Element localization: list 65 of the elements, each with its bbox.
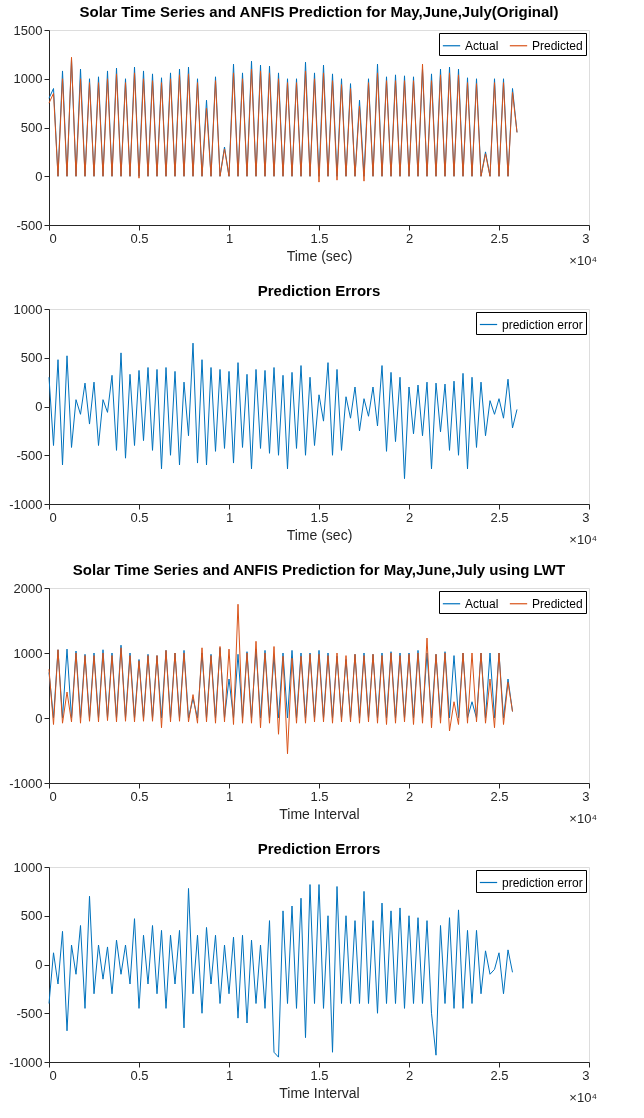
x-tick-label: 0.5	[130, 230, 149, 246]
x-tick-label: 2	[405, 230, 414, 246]
x-tick-label: 0	[49, 788, 57, 804]
x-tick-label: 0.5	[130, 509, 149, 525]
x-tick-label: 0	[49, 1067, 57, 1083]
legend-label: Predicted	[532, 596, 583, 611]
text: ×10⁴	[569, 1090, 597, 1105]
y-tick-label: 500	[20, 120, 43, 135]
x-tick-label: 3	[582, 509, 590, 525]
x-tick-label: 0.5	[130, 788, 149, 804]
y-tick-label: -500	[16, 1005, 43, 1021]
y-tick-label: 0	[35, 710, 43, 726]
text: ×10⁴	[569, 532, 597, 547]
x-tick-label: 1	[225, 509, 234, 525]
text: ×10⁴	[569, 253, 597, 268]
text: ×10⁴	[569, 811, 597, 826]
x-axis-title: Time Interval	[279, 1084, 360, 1101]
y-tick-label: 500	[20, 908, 43, 924]
y-tick-label: 500	[20, 350, 43, 366]
y-tick-label: 0	[35, 168, 43, 184]
y-tick-label: 0	[35, 399, 43, 414]
legend-label: prediction error	[502, 875, 583, 890]
chart-title: Solar Time Series and ANFIS Prediction for May,June,July(Original)	[79, 3, 559, 20]
legend-label: Actual	[465, 38, 499, 53]
y-tick-label: 1000	[13, 859, 43, 875]
x-tick-label: 3	[582, 1067, 590, 1083]
x-tick-label: 0	[49, 509, 57, 525]
x-tick-label: 3	[582, 788, 590, 804]
y-tick-label: 2000	[13, 580, 43, 596]
x-tick-label: 1.5	[310, 230, 329, 246]
y-tick-label: 1000	[13, 645, 43, 661]
x-tick-label: 0.5	[130, 1067, 149, 1083]
x-axis-title: Time Interval	[279, 805, 360, 822]
x-axis-title: Time (sec)	[286, 247, 353, 264]
chart-title: Prediction Errors	[257, 840, 381, 857]
x-tick-label: 1	[225, 1067, 234, 1083]
legend-label: Predicted	[532, 38, 583, 53]
y-tick-label: -500	[16, 447, 43, 463]
x-tick-label: 1.5	[310, 788, 329, 804]
x-tick-label: 1.5	[310, 1067, 329, 1083]
y-tick-label: 0	[35, 957, 43, 972]
x-tick-label: 3	[582, 230, 590, 246]
x-tick-label: 2	[405, 509, 414, 525]
x-tick-label: 2	[405, 788, 414, 804]
legend-label: prediction error	[502, 317, 583, 332]
y-tick-label: -1000	[9, 1054, 43, 1070]
y-tick-label: -500	[16, 217, 43, 233]
y-tick-label: -1000	[9, 496, 43, 512]
x-tick-label: 1	[225, 788, 234, 804]
legend-label: Actual	[465, 596, 499, 611]
y-tick-label: 1000	[13, 71, 43, 87]
x-tick-label: 0	[49, 230, 57, 246]
chart-title: Solar Time Series and ANFIS Prediction for May,June,July using LWT	[72, 561, 566, 578]
x-tick-label: 2.5	[490, 1067, 509, 1083]
x-tick-label: 2.5	[490, 788, 509, 804]
x-tick-label: 2.5	[490, 509, 509, 525]
x-axis-title: Time (sec)	[286, 526, 353, 543]
y-tick-label: -1000	[9, 775, 43, 791]
chart-title: Prediction Errors	[257, 282, 381, 299]
x-tick-label: 2.5	[490, 230, 509, 246]
x-tick-label: 1.5	[310, 509, 329, 525]
y-tick-label: 1000	[13, 301, 43, 317]
y-tick-label: 1500	[13, 22, 43, 38]
x-tick-label: 1	[225, 230, 234, 246]
x-tick-label: 2	[405, 1067, 414, 1083]
